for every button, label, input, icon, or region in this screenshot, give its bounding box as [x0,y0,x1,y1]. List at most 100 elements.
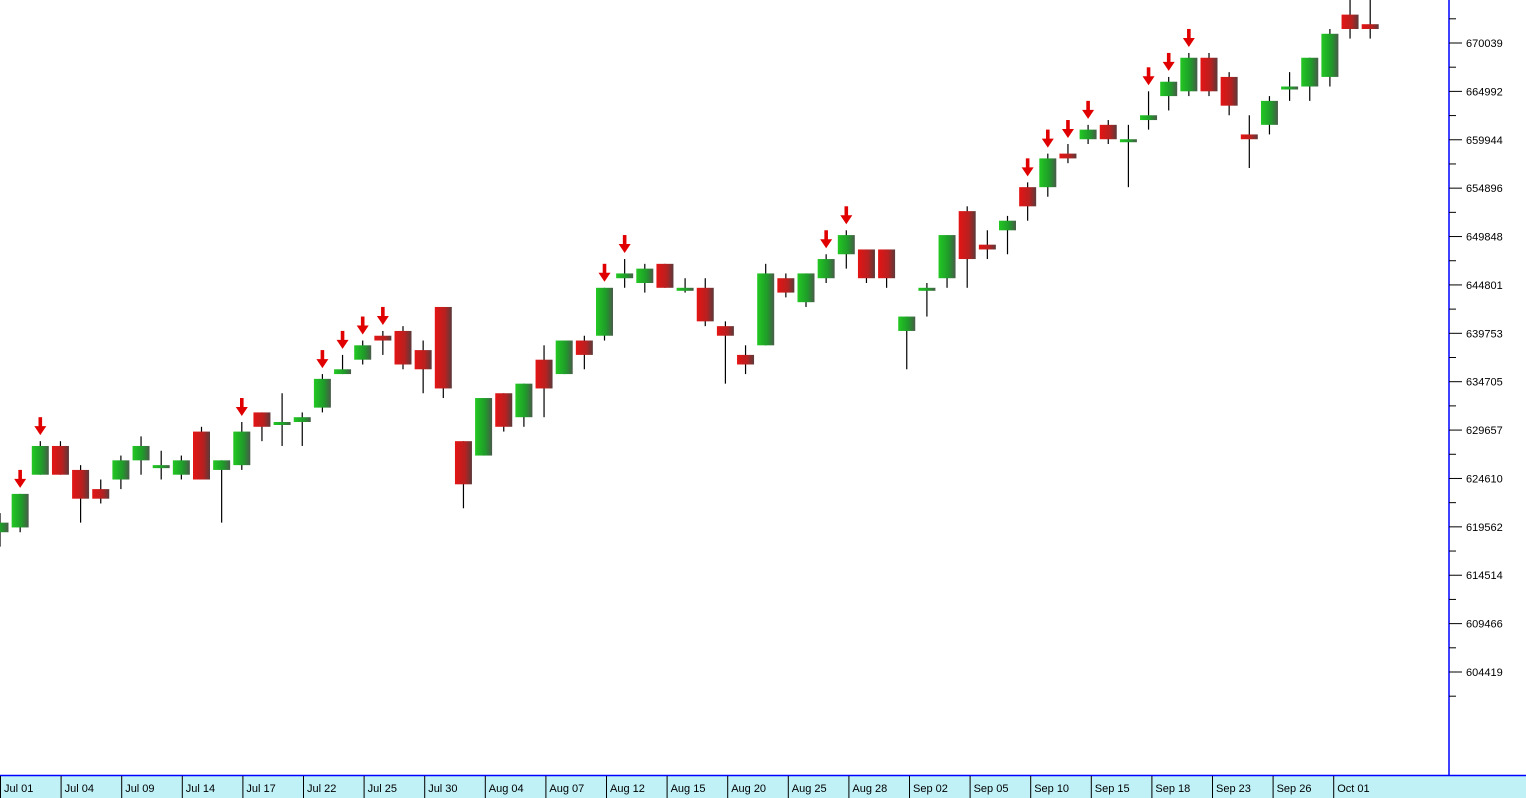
candle-body-up [273,422,291,426]
candle-body-up [1039,158,1057,188]
candle-body-down [193,431,210,480]
x-tick-label: Sep 10 [1034,783,1069,795]
candle-body-down [434,306,452,389]
candle-body-up [918,287,936,291]
y-tick: 634705 [1449,377,1503,389]
candle [374,330,392,355]
x-tick-label: Jul 22 [307,783,336,795]
candle-body-up [11,493,29,528]
candle-body-up [938,235,956,279]
candle [555,340,573,375]
candle [273,393,291,446]
candle-body-down [374,335,392,341]
x-tick-label: Aug 04 [489,783,524,795]
y-tick-label: 659944 [1466,135,1503,147]
candle [1341,0,1359,39]
candle-body-up [817,259,835,279]
y-tick: 664992 [1449,86,1503,98]
candle [1119,124,1137,188]
candle [1140,91,1158,130]
candle-body-up [797,273,815,303]
x-tick-label: Jul 25 [368,783,397,795]
candle [757,263,775,346]
y-tick: 629657 [1449,425,1503,437]
y-tick: 604419 [1449,667,1503,679]
candle-body-up [354,345,372,360]
candle-body-up [1160,81,1178,97]
y-tick: 614514 [1449,570,1503,582]
candle-body-up [1079,129,1097,140]
x-tick: Jul 17 [242,776,276,798]
down-arrow-icon [1041,129,1054,148]
candle [616,259,634,288]
x-tick-label: Sep 23 [1216,783,1251,795]
candle [1200,52,1218,97]
x-tick-label: Jul 30 [428,783,457,795]
candle-body-down [495,393,513,427]
candle [656,263,674,288]
candle [1099,120,1117,145]
candle-body-up [152,465,170,469]
candle [857,249,875,284]
y-tick: 639753 [1449,328,1503,340]
x-tick-label: Aug 25 [792,783,827,795]
x-tick: Sep 05 [969,776,1008,798]
candle [434,306,452,399]
candle-body-up [555,340,573,375]
candle-body-up [999,220,1016,231]
candle [1059,144,1077,164]
candle-body-down [1220,76,1238,106]
x-tick-label: Sep 26 [1277,783,1312,795]
candle-body-up [1321,33,1339,77]
down-arrow-icon [1162,52,1175,71]
candle-body-down [535,359,553,389]
down-arrow-icon [336,330,349,349]
candle-body-down [51,445,69,475]
candle-body-down [92,489,110,499]
y-tick: 670039 [1449,38,1503,50]
candle-body-up [757,273,775,346]
y-tick-label: 639753 [1466,328,1503,340]
candle-body-up [837,235,855,255]
y-tick-label: 614514 [1466,570,1503,582]
candle-body-down [696,287,714,322]
down-arrow-icon [235,398,248,417]
candle [92,479,110,504]
candle [737,345,755,375]
x-tick-label: Aug 12 [610,783,645,795]
candle [958,206,976,288]
y-tick-label: 654896 [1466,183,1503,195]
candle [1220,72,1238,116]
candle-body-up [676,287,694,291]
candle-body-up [172,460,190,475]
candle-body-up [898,316,916,331]
candle-body-down [777,278,795,293]
candle-body-up [1119,139,1137,143]
candle [1160,76,1178,111]
candle [253,412,271,442]
candle-body-down [716,326,734,336]
x-tick: Aug 15 [666,776,706,798]
candle-body-up [213,460,231,470]
y-tick-label: 664992 [1466,86,1503,98]
x-tick: Oct 01 [1333,776,1370,798]
candle-body-up [233,431,251,466]
candle [334,354,352,375]
y-tick: 659944 [1449,135,1503,147]
x-tick-label: Jul 09 [125,783,154,795]
y-tick-label: 644801 [1466,280,1503,292]
x-axis-ticks: Jul 01 Jul 04 Jul 09 Jul 14 Jul 17 Jul 22 Jul … [0,776,1370,798]
y-tick: 619562 [1449,522,1503,534]
x-tick-label: Sep 02 [913,783,948,795]
candle-body-up [0,522,9,533]
down-arrow-icon [376,306,389,325]
candle [797,273,815,307]
candle-body-up [636,268,654,284]
candle-body-up [112,460,130,480]
candle-body-up [334,369,352,375]
x-tick-label: Aug 15 [671,783,706,795]
y-tick-label: 649848 [1466,232,1503,244]
x-tick-label: Aug 07 [549,783,584,795]
y-axis-ticks: 670039 664992 659944 654896 649848 644801 6397… [1449,18,1503,697]
x-tick: Aug 25 [787,776,827,798]
